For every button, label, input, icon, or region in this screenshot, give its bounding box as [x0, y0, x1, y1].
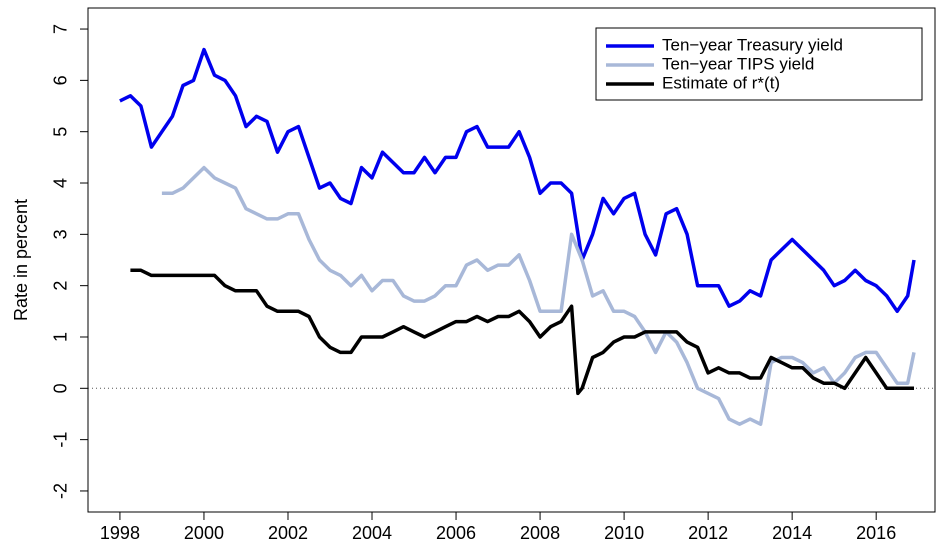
x-tick-label: 2008 — [520, 523, 560, 543]
legend-label: Ten−year TIPS yield — [662, 54, 814, 73]
x-tick-label: 2002 — [268, 523, 308, 543]
x-tick-label: 1998 — [100, 523, 140, 543]
y-tick-label: 6 — [51, 75, 71, 85]
y-axis-label: Rate in percent — [11, 199, 31, 321]
y-tick-label: 2 — [51, 281, 71, 291]
x-tick-label: 2006 — [436, 523, 476, 543]
y-tick-label: 4 — [51, 178, 71, 188]
x-tick-label: 2016 — [856, 523, 896, 543]
legend-label: Ten−year Treasury yield — [662, 35, 843, 54]
y-tick-label: 1 — [51, 332, 71, 342]
x-tick-label: 2012 — [688, 523, 728, 543]
y-tick-label: 0 — [51, 383, 71, 393]
y-tick-label: 7 — [51, 24, 71, 34]
y-tick-label: 3 — [51, 229, 71, 239]
x-tick-label: 2014 — [772, 523, 812, 543]
x-tick-label: 2000 — [184, 523, 224, 543]
y-tick-label: -1 — [51, 432, 71, 448]
series-line — [161, 165, 916, 426]
y-tick-label: 5 — [51, 127, 71, 137]
series-line — [130, 268, 914, 396]
y-tick-label: -2 — [51, 483, 71, 499]
series-line — [119, 47, 916, 314]
plot-frame — [87, 7, 936, 513]
x-tick-label: 2004 — [352, 523, 392, 543]
x-tick-label: 2010 — [604, 523, 644, 543]
legend-label: Estimate of r*(t) — [662, 73, 780, 92]
